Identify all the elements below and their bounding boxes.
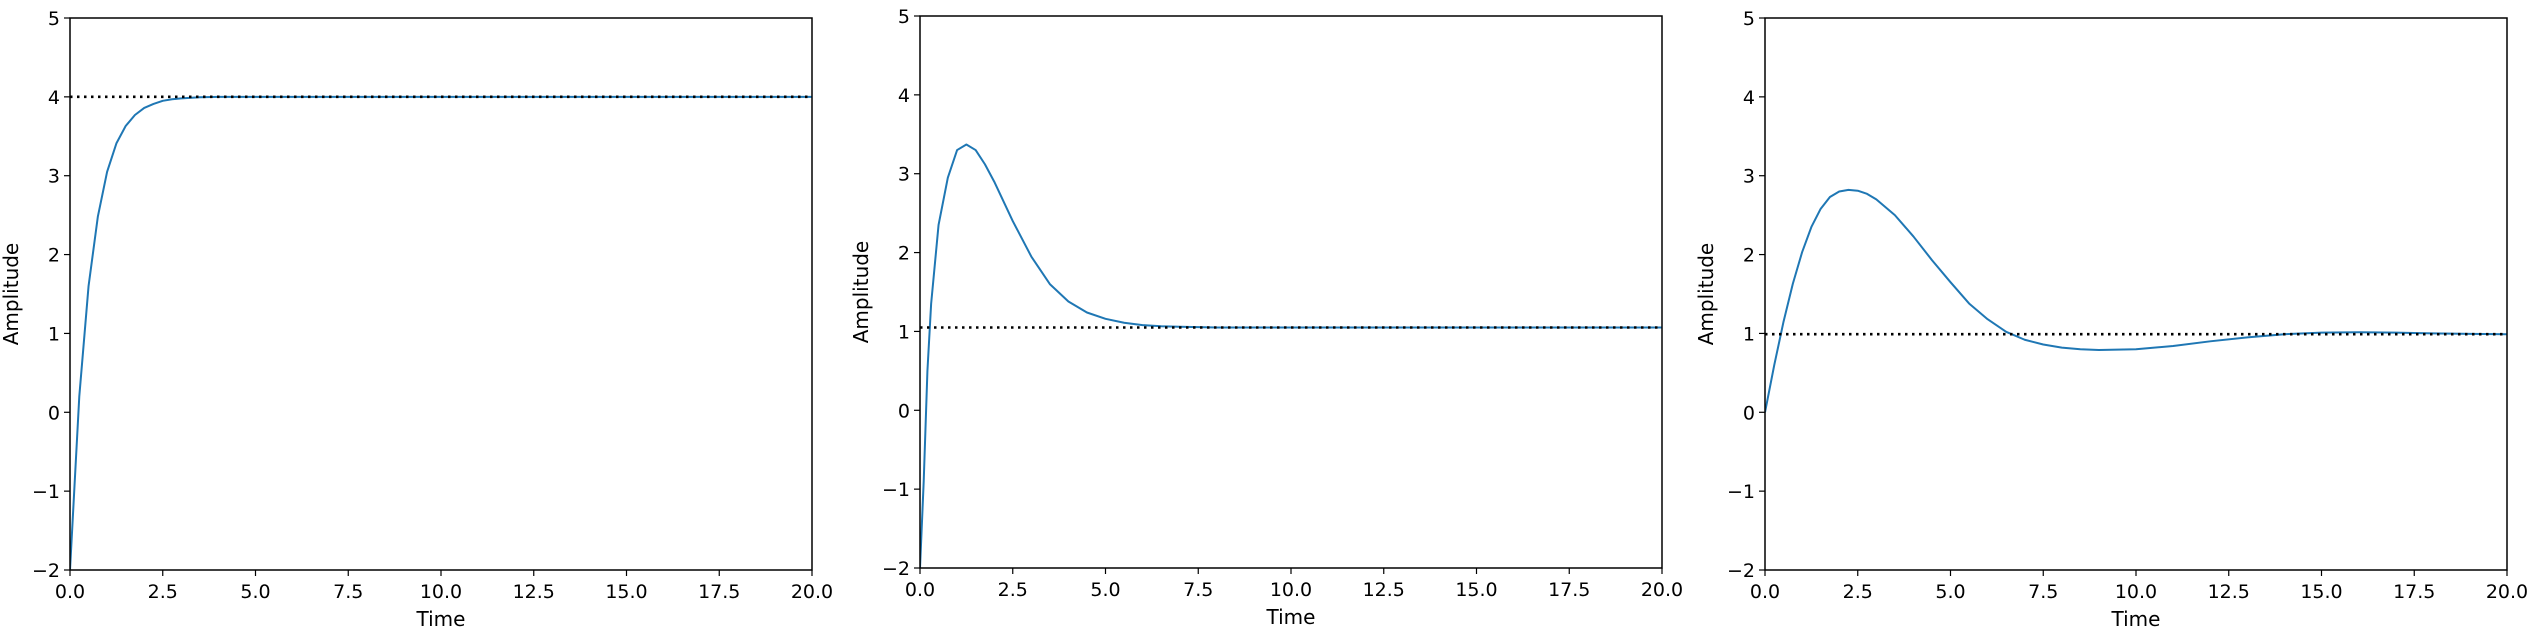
y-tick-label: −2	[1727, 560, 1755, 582]
subplot-2: 0.0 2.5 5.0 7.5 10.0 12.5 15.0 17.5 20.0 −2 −1 0 1 2 3…	[849, 6, 1683, 629]
y-tick-label: 2	[1743, 245, 1755, 267]
y-tick-label: 0	[898, 400, 910, 422]
y-tick-label: −2	[32, 560, 60, 582]
y-tick-label: −1	[1727, 481, 1755, 503]
x-tick-label: 5.0	[240, 581, 270, 603]
x-tick-label: 0.0	[905, 579, 935, 601]
y-tick-label: 5	[1743, 8, 1755, 30]
y-tick-label: 0	[1743, 402, 1755, 424]
x-tick-label: 10.0	[1270, 579, 1312, 601]
y-axis-label: Amplitude	[0, 243, 23, 346]
y-tick-label: 3	[1743, 166, 1755, 188]
x-tick-label: 5.0	[1090, 579, 1120, 601]
y-tick-label: 5	[898, 6, 910, 28]
x-tick-label: 20.0	[791, 581, 833, 603]
y-tick-label: 4	[898, 85, 910, 107]
response-line	[70, 95, 812, 570]
x-tick-label: 10.0	[420, 581, 462, 603]
x-tick-label: 7.5	[333, 581, 363, 603]
y-axis-label: Amplitude	[849, 241, 873, 344]
y-tick-label: 0	[48, 402, 60, 424]
x-tick-label: 2.5	[998, 579, 1028, 601]
y-tick-label: 2	[48, 245, 60, 267]
subplot-3: 0.0 2.5 5.0 7.5 10.0 12.5 15.0 17.5 20.0 −2 −1 0 1 2 3…	[1694, 8, 2528, 631]
x-tick-label: 20.0	[1641, 579, 1683, 601]
x-tick-label: 2.5	[148, 581, 178, 603]
x-tick-label: 15.0	[1455, 579, 1497, 601]
y-tick-label: 3	[898, 164, 910, 186]
x-tick-label: 20.0	[2486, 581, 2528, 603]
x-tick-label: 5.0	[1935, 581, 1965, 603]
axes-frame	[69, 17, 813, 571]
axes-frame	[919, 15, 1663, 569]
x-tick-label: 17.5	[698, 581, 740, 603]
y-tick-label: 4	[48, 87, 60, 109]
x-axis-label: Time	[1266, 605, 1316, 629]
y-tick-label: 5	[48, 8, 60, 30]
y-tick-label: 1	[48, 323, 60, 345]
subplot-1: 0.0 2.5 5.0 7.5 10.0 12.5 15.0 17.5 20.0 −2 −1 0 1 2 3…	[0, 8, 833, 631]
x-tick-label: 12.5	[1363, 579, 1405, 601]
y-tick-label: −2	[882, 558, 910, 580]
x-tick-label: 2.5	[1843, 581, 1873, 603]
response-line	[920, 143, 1662, 568]
x-tick-label: 12.5	[513, 581, 555, 603]
y-axis-label: Amplitude	[1694, 243, 1718, 346]
x-tick-label: 15.0	[2300, 581, 2342, 603]
x-tick-label: 10.0	[2115, 581, 2157, 603]
y-tick-label: 1	[1743, 323, 1755, 345]
x-tick-label: 7.5	[2028, 581, 2058, 603]
x-tick-label: 12.5	[2208, 581, 2250, 603]
axes-frame	[1764, 17, 2508, 571]
y-tick-label: 1	[898, 321, 910, 343]
x-axis-label: Time	[2111, 607, 2161, 631]
x-tick-label: 0.0	[55, 581, 85, 603]
x-tick-label: 17.5	[2393, 581, 2435, 603]
y-tick-label: 4	[1743, 87, 1755, 109]
response-line	[1765, 188, 2507, 413]
x-axis-label: Time	[416, 607, 466, 631]
x-tick-label: 17.5	[1548, 579, 1590, 601]
y-tick-label: −1	[882, 479, 910, 501]
x-tick-label: 0.0	[1750, 581, 1780, 603]
x-tick-label: 7.5	[1183, 579, 1213, 601]
y-tick-label: −1	[32, 481, 60, 503]
x-tick-label: 15.0	[605, 581, 647, 603]
y-tick-label: 2	[898, 243, 910, 265]
y-tick-label: 3	[48, 166, 60, 188]
